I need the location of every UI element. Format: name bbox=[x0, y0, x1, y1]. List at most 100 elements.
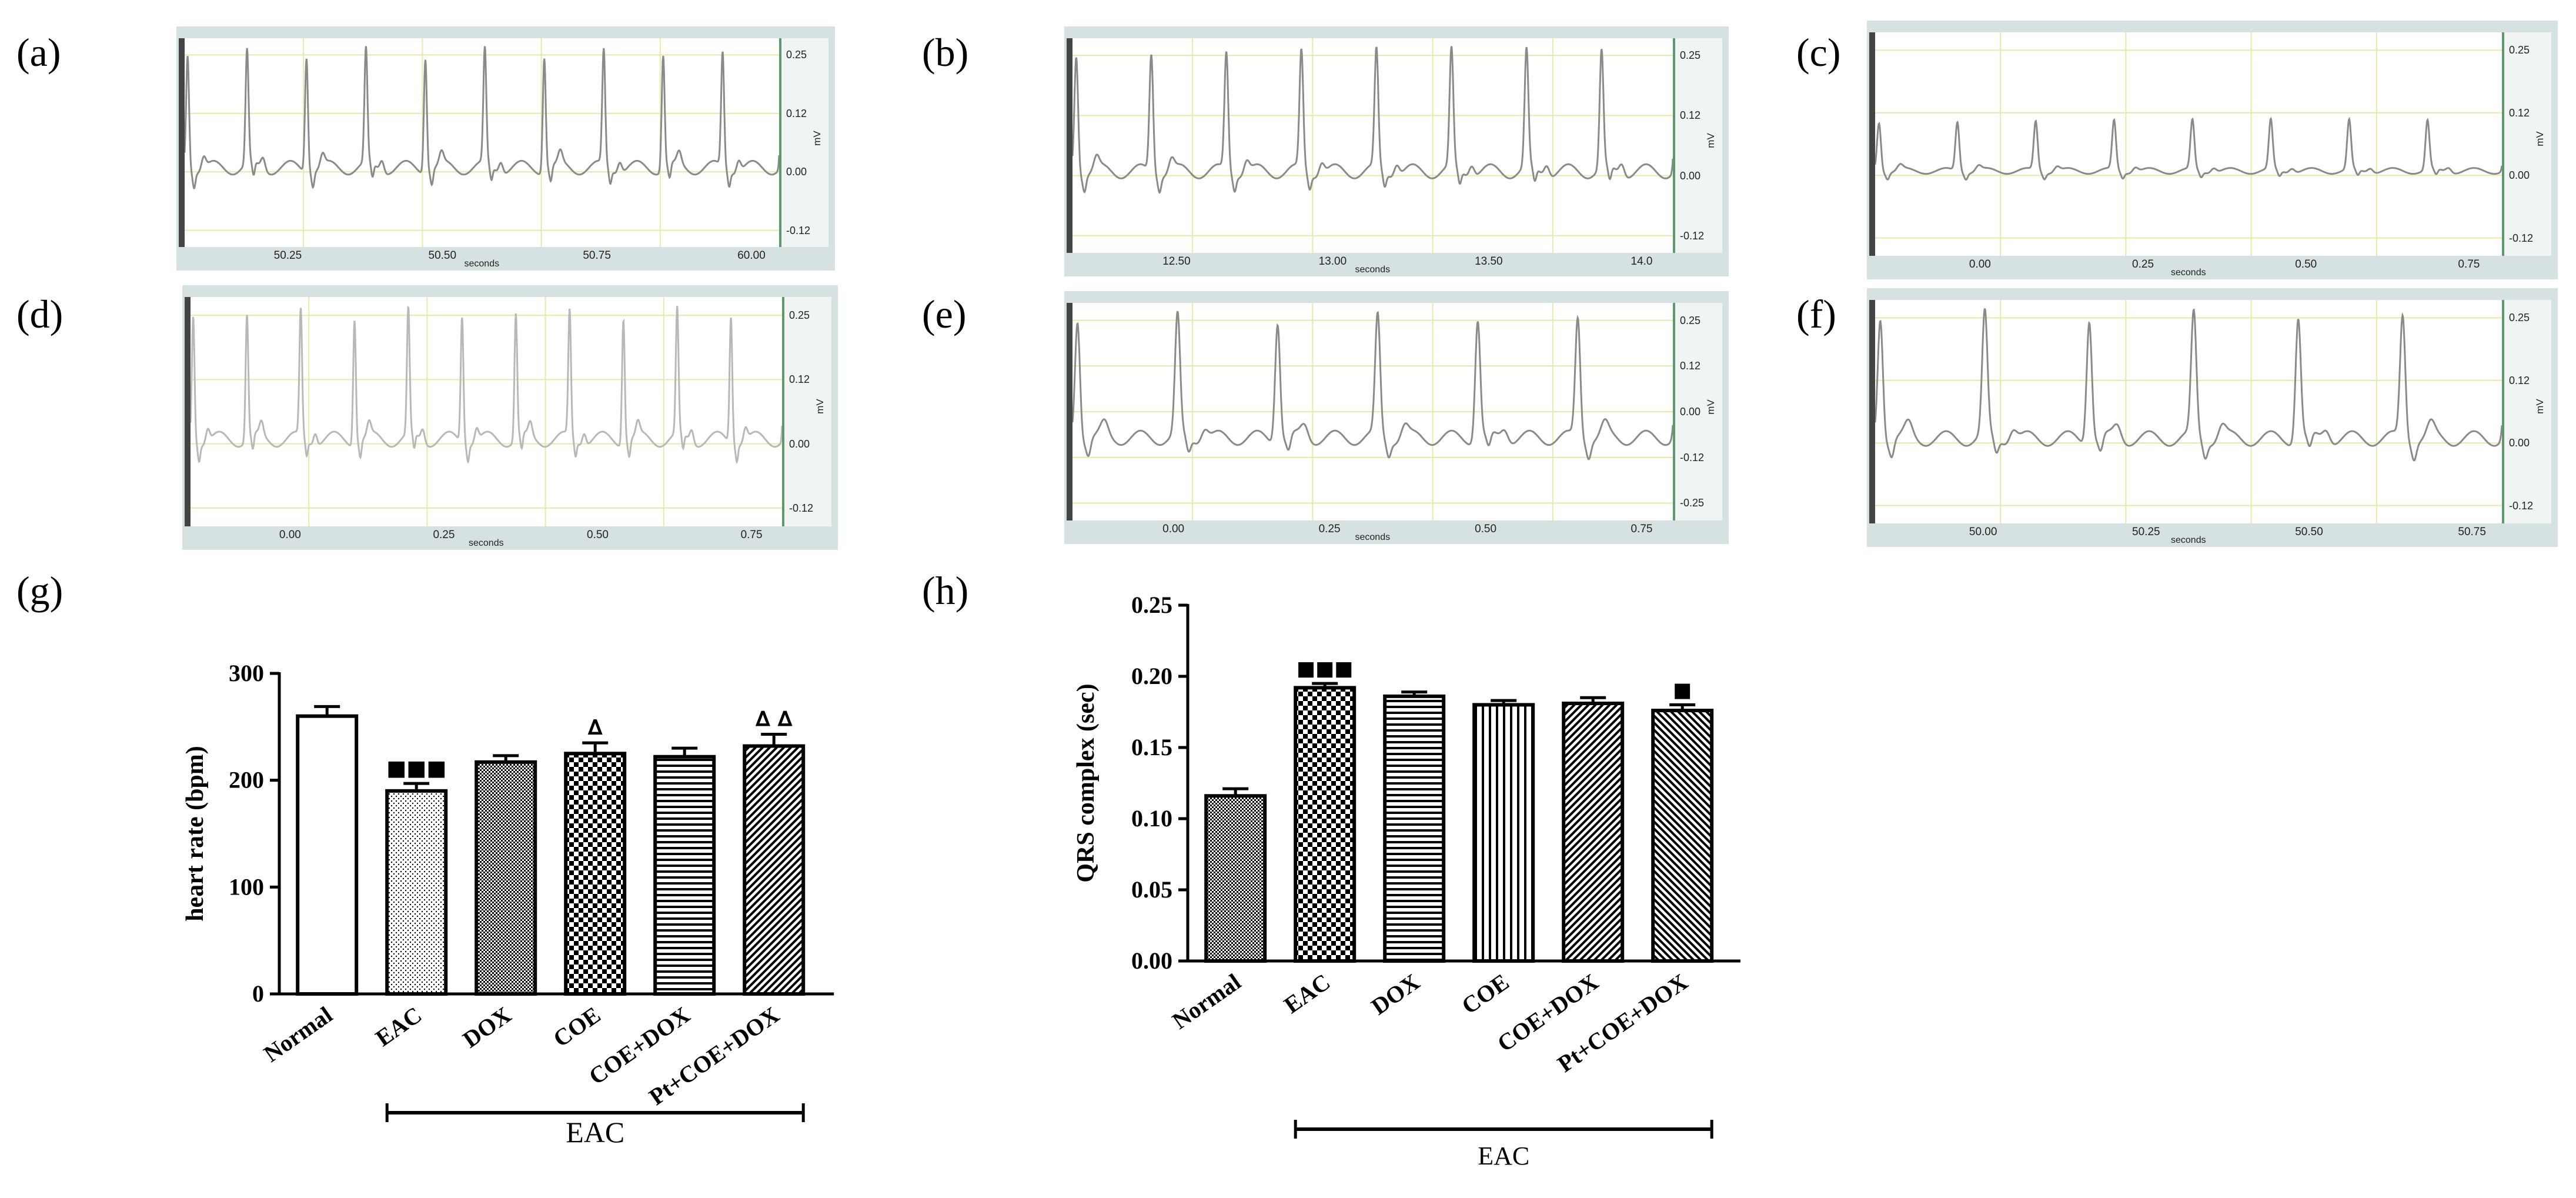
ecg-trace-c bbox=[1875, 116, 2502, 181]
ecg-ytick: 0.00 bbox=[789, 438, 810, 450]
y-tick-label: 0.05 bbox=[1131, 876, 1172, 903]
ecg-ytick: 0.25 bbox=[1680, 49, 1701, 62]
significance-mark: ■■■ bbox=[1297, 657, 1353, 680]
ecg-ytick: 0.25 bbox=[786, 49, 807, 61]
y-tick-label: 200 bbox=[229, 767, 264, 793]
bar-coe bbox=[1472, 703, 1535, 963]
bar-normal bbox=[1204, 794, 1267, 963]
ecg-xtick: 14.0 bbox=[1631, 255, 1653, 268]
ecg-xtick: 50.50 bbox=[2295, 526, 2323, 538]
ecg-left-bar bbox=[179, 38, 185, 247]
y-axis-label: QRS complex (sec) bbox=[1073, 683, 1100, 882]
ecg-xtick: 50.00 bbox=[1969, 526, 1997, 538]
ecg-xtick: 12.50 bbox=[1162, 255, 1191, 268]
ecg-plot-e bbox=[1073, 303, 1673, 520]
bar-coe bbox=[564, 752, 627, 996]
ecg-y-axis bbox=[782, 297, 831, 526]
significance-mark: ■ bbox=[1673, 678, 1692, 702]
ecg-panel-a: 0.25 0.12 0.00 -0.12 mV 50.25 50.50 50.75 60.00 s… bbox=[176, 26, 835, 271]
bar-eac bbox=[385, 789, 448, 996]
ecg-ytick: 0.12 bbox=[1680, 109, 1701, 122]
ecg-left-bar bbox=[1869, 32, 1875, 256]
ecg-xtick: 13.50 bbox=[1475, 255, 1503, 268]
ecg-xtick: 0.25 bbox=[433, 529, 455, 541]
ecg-trace-b bbox=[1073, 46, 1673, 194]
bar-coe-dox bbox=[1562, 701, 1625, 963]
ecg-ytick: 0.00 bbox=[2509, 437, 2530, 449]
ecg-yunit: mV bbox=[2534, 399, 2545, 414]
ecg-ytick: 0.00 bbox=[786, 166, 807, 178]
ecg-xtick: 0.50 bbox=[1475, 523, 1497, 535]
ecg-left-bar bbox=[1067, 303, 1073, 520]
y-tick-label: 300 bbox=[229, 660, 264, 686]
ecg-xtick: 0.00 bbox=[279, 529, 301, 541]
y-axis-label: heart rate (bpm) bbox=[182, 746, 209, 922]
ecg-xunit: seconds bbox=[2171, 535, 2206, 545]
group-bracket-label: EAC bbox=[566, 1116, 624, 1149]
y-tick-label: 100 bbox=[229, 873, 264, 900]
ecg-panel-e: 0.25 0.12 0.00 -0.12 -0.25 mV 0.00 0.25 0.50 0.75… bbox=[1064, 291, 1729, 544]
ecg-plot-a bbox=[185, 38, 779, 247]
panel-label-b: (b) bbox=[922, 30, 969, 75]
ecg-trace-a bbox=[185, 46, 779, 189]
ecg-ytick: -0.12 bbox=[1680, 229, 1705, 242]
ecg-xtick: 50.75 bbox=[583, 249, 611, 262]
ecg-ytick: 0.12 bbox=[2509, 106, 2530, 119]
ecg-ytick: -0.12 bbox=[2509, 499, 2534, 512]
y-tick-label: 0.15 bbox=[1131, 734, 1172, 760]
ecg-y-axis bbox=[1673, 303, 1722, 520]
x-tick-label: Normal bbox=[259, 1002, 337, 1067]
ecg-ytick: 0.00 bbox=[1680, 406, 1701, 418]
ecg-ytick: -0.25 bbox=[1680, 497, 1705, 509]
ecg-xunit: seconds bbox=[2171, 268, 2206, 278]
x-tick-label: COE bbox=[549, 1002, 606, 1053]
ecg-ytick: -0.12 bbox=[786, 224, 811, 236]
ecg-xtick: 50.50 bbox=[428, 249, 457, 262]
ecg-ytick: -0.12 bbox=[2509, 232, 2534, 244]
bar-dox bbox=[475, 760, 537, 996]
bar-eac bbox=[1294, 686, 1357, 963]
ecg-ytick: 0.12 bbox=[786, 107, 807, 119]
ecg-xtick: 0.75 bbox=[740, 529, 763, 541]
ecg-y-axis bbox=[2502, 300, 2551, 523]
panel-label-g: (g) bbox=[16, 568, 64, 613]
ecg-ytick: 0.12 bbox=[789, 373, 810, 386]
ecg-ytick: -0.12 bbox=[1680, 451, 1705, 463]
ecg-left-bar bbox=[1067, 38, 1073, 253]
ecg-ytick: 0.00 bbox=[2509, 169, 2530, 182]
ecg-xtick: 0.75 bbox=[1631, 523, 1653, 535]
ecg-y-axis bbox=[779, 38, 828, 247]
ecg-xtick: 0.25 bbox=[1318, 523, 1341, 535]
ecg-plot-d bbox=[191, 297, 782, 526]
y-tick-label: 0.20 bbox=[1131, 663, 1172, 689]
panel-label-a: (a) bbox=[16, 30, 61, 75]
ecg-xtick: 50.25 bbox=[273, 249, 302, 262]
ecg-xtick: 0.25 bbox=[2132, 258, 2154, 271]
significance-mark: ∆ ∆ bbox=[756, 708, 793, 732]
ecg-trace-f bbox=[1875, 308, 2502, 462]
chart-heart-rate: 0 100 200 300 heart rate (bpm) Normal ■■■ EAC DO… bbox=[182, 660, 834, 1149]
x-tick-label: DOX bbox=[1366, 968, 1425, 1020]
panel-label-d: (d) bbox=[16, 292, 64, 336]
ecg-xtick: 50.75 bbox=[2458, 526, 2486, 538]
ecg-yunit: mV bbox=[2534, 131, 2545, 146]
chart-qrs-complex: 0.00 0.05 0.10 0.15 0.20 0.25 QRS complex (sec… bbox=[1073, 592, 1740, 1170]
ecg-ytick: 0.12 bbox=[2509, 374, 2530, 386]
bar-dox bbox=[1383, 694, 1446, 963]
ecg-ytick: 0.25 bbox=[1680, 314, 1701, 326]
ecg-xunit: seconds bbox=[464, 259, 500, 269]
y-tick-label: 0.00 bbox=[1131, 947, 1172, 974]
ecg-trace-e bbox=[1073, 311, 1673, 460]
y-tick-label: 0.25 bbox=[1131, 592, 1172, 618]
ecg-xunit: seconds bbox=[469, 538, 504, 548]
ecg-ytick: 0.00 bbox=[1680, 169, 1701, 182]
ecg-left-bar bbox=[185, 297, 191, 526]
significance-mark: ∆ bbox=[588, 716, 603, 740]
ecg-xtick: 50.25 bbox=[2132, 526, 2160, 538]
x-tick-label: EAC bbox=[370, 1002, 426, 1052]
ecg-xtick: 0.50 bbox=[2295, 258, 2317, 271]
bar-coe-dox bbox=[653, 755, 716, 996]
group-bracket-label: EAC bbox=[1478, 1142, 1529, 1170]
ecg-y-axis bbox=[1673, 38, 1722, 253]
ecg-xunit: seconds bbox=[1355, 532, 1391, 542]
